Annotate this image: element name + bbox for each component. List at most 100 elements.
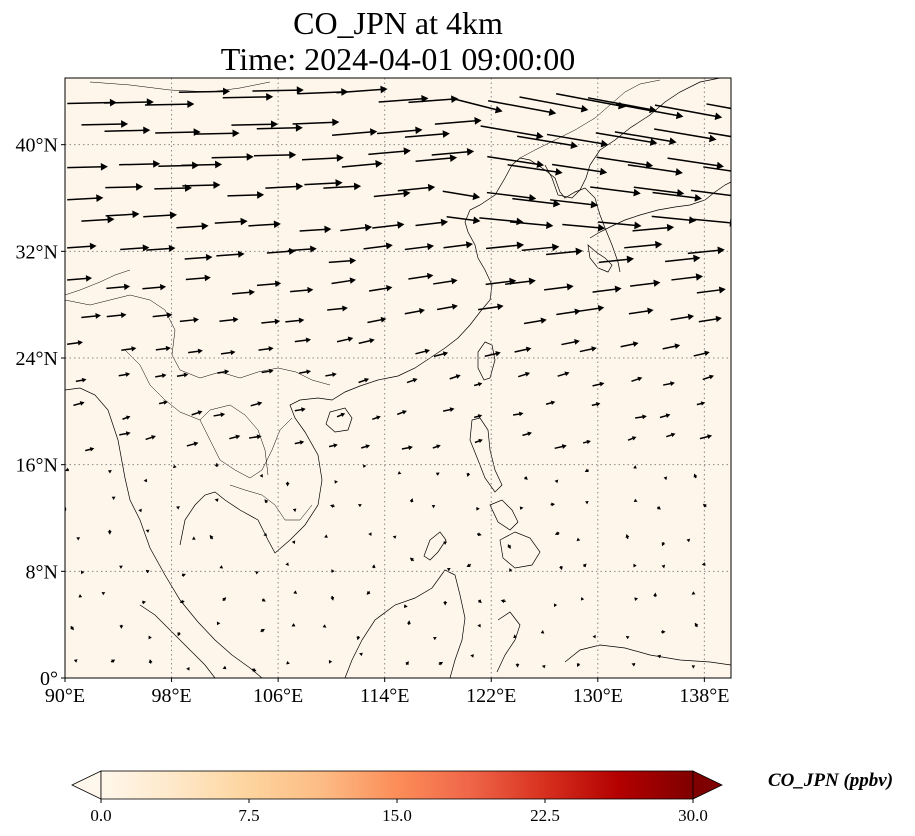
wind-arrow xyxy=(81,215,115,224)
wind-arrow xyxy=(78,593,83,598)
wind-arrow xyxy=(582,563,587,568)
wind-arrow xyxy=(323,182,362,191)
wind-arrow xyxy=(404,308,425,315)
wind-arrow xyxy=(433,351,449,358)
wind-arrow xyxy=(285,481,290,487)
wind-arrow xyxy=(177,632,181,637)
mainland-coastline xyxy=(65,387,263,678)
wind-arrow xyxy=(580,596,585,601)
wind-arrow xyxy=(286,660,290,665)
wind-arrow xyxy=(627,436,637,441)
lat-tick-label: 24°N xyxy=(16,348,58,370)
lon-tick-label: 130°E xyxy=(573,685,623,707)
wind-arrow xyxy=(258,346,274,352)
map-background xyxy=(65,78,731,678)
wind-arrow xyxy=(104,98,154,106)
wind-arrow xyxy=(696,286,726,294)
wind-arrow xyxy=(485,241,525,250)
wind-arrow xyxy=(401,445,413,451)
wind-arrow xyxy=(358,338,375,345)
wind-arrow xyxy=(264,499,269,504)
wind-arrow xyxy=(703,166,731,172)
wind-arrow xyxy=(615,103,684,120)
wind-arrow xyxy=(659,413,671,419)
wind-arrow xyxy=(433,637,437,641)
wind-arrow xyxy=(217,369,230,375)
wind-arrow xyxy=(291,540,296,545)
wind-arrow xyxy=(324,534,328,538)
wind-arrow xyxy=(253,151,297,159)
japan-coast xyxy=(589,181,731,239)
wind-arrow xyxy=(551,163,608,176)
wind-arrow xyxy=(544,283,574,291)
wind-arrow xyxy=(81,313,101,319)
luzon-coast xyxy=(469,417,503,493)
wind-arrow xyxy=(328,257,357,265)
wind-arrow xyxy=(143,478,148,483)
wind-arrow xyxy=(561,339,580,346)
wind-arrow xyxy=(75,377,87,383)
wind-arrow xyxy=(406,620,411,625)
wind-arrow xyxy=(334,480,338,484)
wind-arrow xyxy=(546,133,609,148)
wind-arrow xyxy=(172,464,177,469)
wind-arrow xyxy=(576,537,581,542)
wind-arrow xyxy=(261,318,281,325)
wind-arrow xyxy=(371,564,376,569)
wind-arrow xyxy=(624,240,663,249)
visayas-coast xyxy=(489,499,519,531)
wind-arrow xyxy=(222,93,274,101)
wind-arrow xyxy=(476,506,480,511)
wind-arrow xyxy=(216,621,221,626)
lon-tick-label: 122°E xyxy=(466,685,516,707)
wind-arrow xyxy=(219,565,224,569)
wind-arrow xyxy=(122,415,131,420)
wind-arrow xyxy=(596,156,654,169)
wind-arrow xyxy=(294,440,305,445)
wind-arrow xyxy=(466,472,471,477)
wind-arrow xyxy=(359,652,363,657)
wind-arrow xyxy=(104,126,151,135)
wind-arrow xyxy=(67,194,104,202)
wind-arrow xyxy=(191,536,196,540)
wind-arrow xyxy=(590,186,641,197)
wind-vectors xyxy=(65,85,731,672)
wind-arrow xyxy=(702,503,707,508)
wind-arrow xyxy=(438,662,444,666)
wind-arrow xyxy=(553,603,558,608)
wind-arrow xyxy=(631,376,643,383)
wind-arrow xyxy=(516,135,578,150)
wind-arrow xyxy=(120,244,150,252)
wind-arrow xyxy=(292,118,340,127)
wind-arrow xyxy=(292,508,297,513)
wind-arrow xyxy=(478,303,504,311)
wind-arrow xyxy=(285,562,289,567)
wind-arrow xyxy=(101,592,106,596)
wind-arrow xyxy=(119,431,131,436)
wind-arrow xyxy=(557,371,570,377)
colorbar-tick-label: 30.0 xyxy=(678,806,708,825)
wind-arrow xyxy=(654,104,723,121)
wind-arrow xyxy=(653,592,658,597)
wind-arrow xyxy=(686,538,691,543)
gulf-of-thailand-coast xyxy=(179,157,621,554)
wind-arrow xyxy=(194,129,240,138)
wind-arrow xyxy=(110,659,116,664)
wind-arrow xyxy=(595,132,658,146)
wind-arrow xyxy=(479,217,524,226)
wind-arrow xyxy=(368,532,372,536)
wind-arrow xyxy=(67,162,108,171)
wind-arrow xyxy=(340,223,373,232)
wind-arrow xyxy=(181,573,186,578)
wind-arrow xyxy=(633,186,685,197)
wind-arrow xyxy=(665,254,701,263)
wind-arrow xyxy=(661,564,666,569)
wind-arrow xyxy=(473,414,483,419)
wind-arrow xyxy=(144,100,195,109)
wind-arrow xyxy=(509,568,513,572)
wind-arrow xyxy=(631,663,636,667)
wind-arrow xyxy=(107,470,112,474)
wind-arrow xyxy=(294,407,306,412)
wind-arrow xyxy=(222,665,227,670)
wind-arrow xyxy=(332,128,378,136)
